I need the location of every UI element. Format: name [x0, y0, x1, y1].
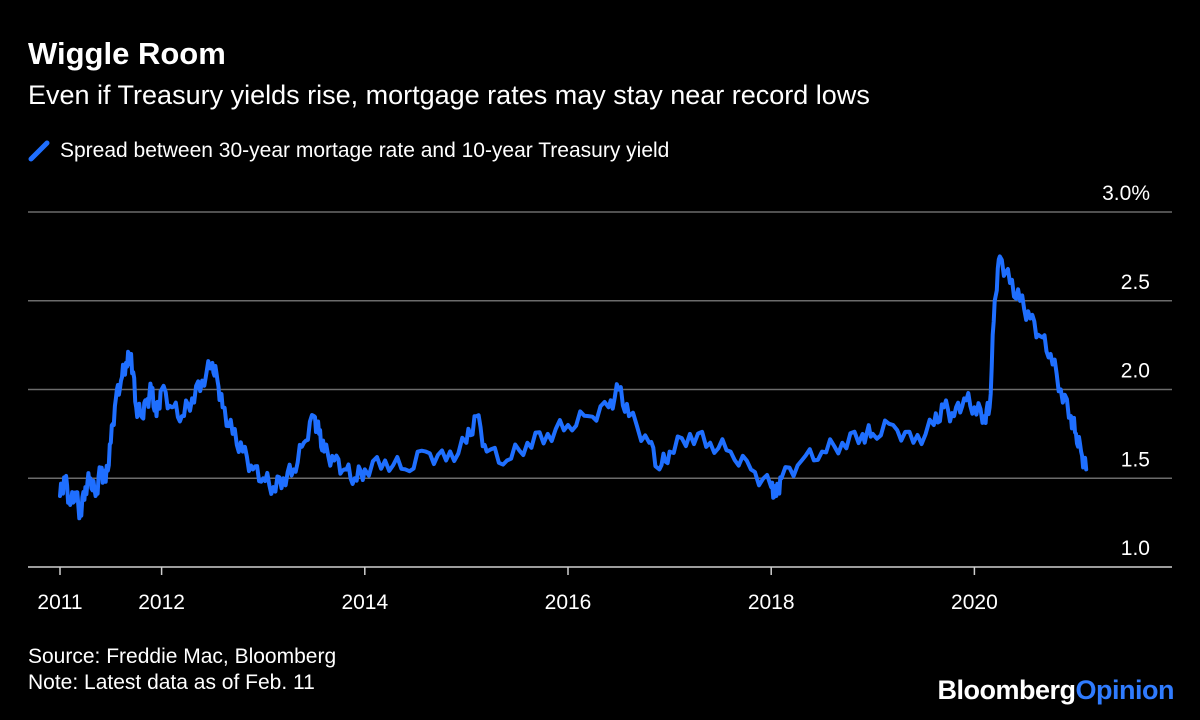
data-note: Note: Latest data as of Feb. 11 [28, 671, 315, 694]
x-tick-label: 2012 [138, 591, 185, 614]
y-tick-label: 2.5 [1121, 271, 1150, 294]
brand-opinion: Opinion [1075, 675, 1175, 705]
footer-notes: Source: Freddie Mac, Bloomberg Note: Lat… [28, 644, 336, 696]
legend-label: Spread between 30-year mortage rate and … [60, 139, 670, 162]
brand-logo: BloombergOpinion [938, 675, 1175, 706]
y-tick-label: 1.0 [1121, 537, 1150, 560]
brand-name: Bloomberg [937, 675, 1077, 705]
x-tick-label: 2011 [37, 591, 82, 614]
chart-title: Wiggle Room [28, 36, 226, 71]
x-tick-label: 2016 [545, 591, 592, 614]
legend: Spread between 30-year mortage rate and … [28, 139, 669, 163]
chart-subtitle: Even if Treasury yields rise, mortgage r… [28, 80, 870, 110]
y-tick-label: 2.0 [1121, 360, 1150, 383]
legend-line-icon [28, 140, 50, 162]
y-tick-label: 3.0% [1102, 182, 1150, 205]
series-line [58, 254, 1089, 521]
x-tick-label: 2020 [951, 591, 998, 614]
y-tick-label: 1.5 [1121, 448, 1150, 471]
source-note: Source: Freddie Mac, Bloomberg [28, 645, 337, 668]
x-tick-label: 2018 [748, 591, 795, 614]
x-tick-label: 2014 [341, 591, 388, 614]
